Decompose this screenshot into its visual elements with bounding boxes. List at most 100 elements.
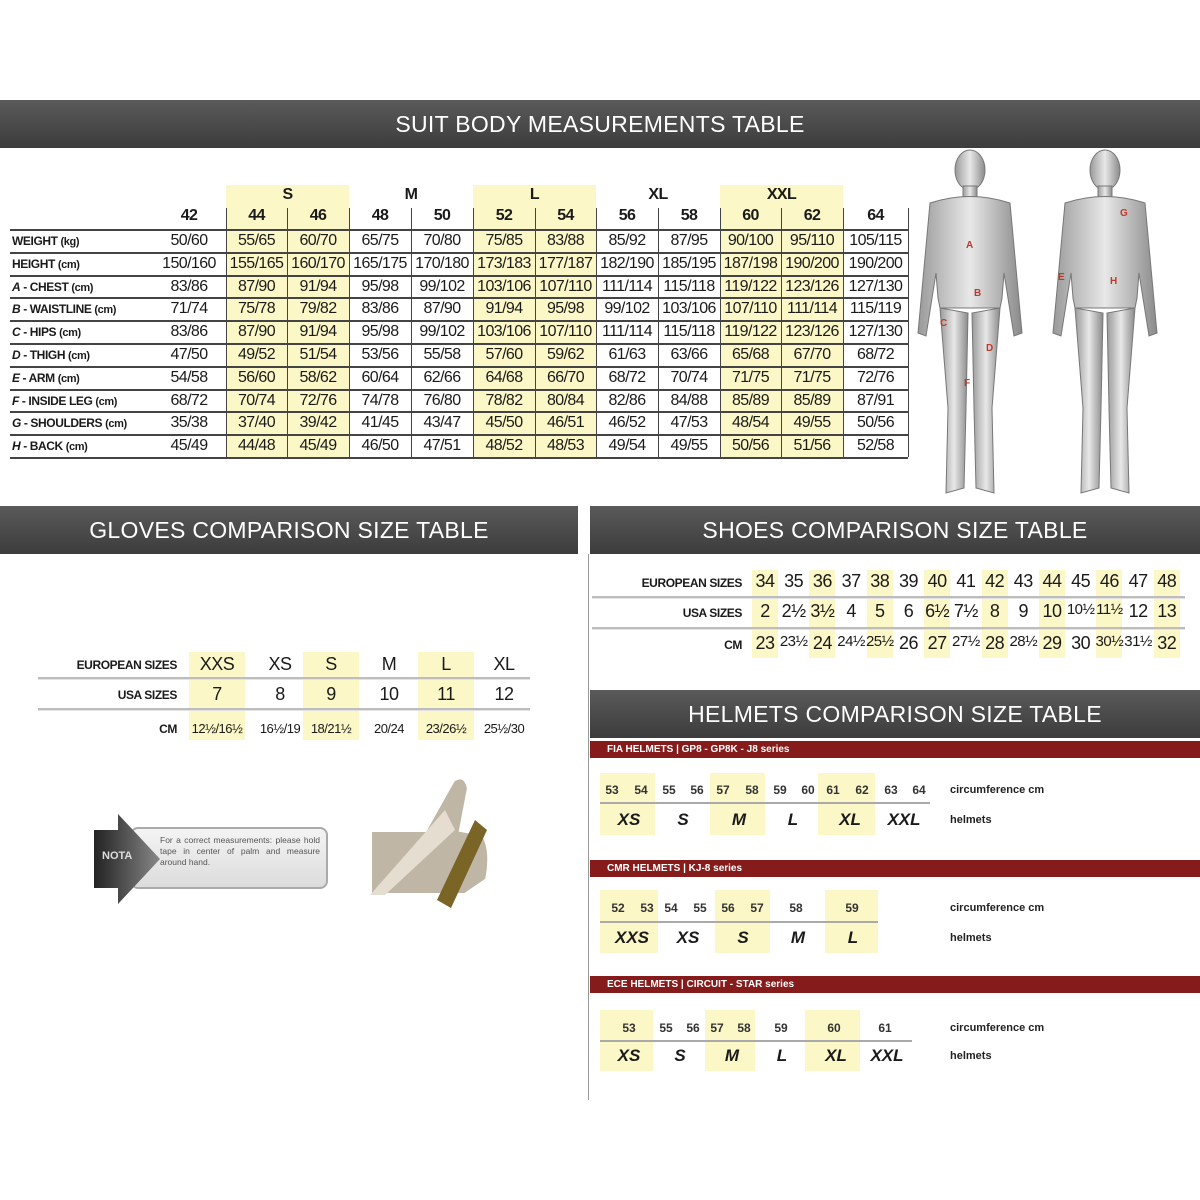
helmets-table-header: HELMETS COMPARISON SIZE TABLE (590, 690, 1200, 738)
table-cell: 74/78 (361, 391, 399, 409)
row-label: USA SIZES (117, 688, 178, 702)
row-divider (10, 274, 908, 277)
row-label: USA SIZES (682, 606, 743, 620)
size-highlight (809, 570, 836, 658)
table-cell: 155/165 (229, 254, 284, 272)
circumference-value: 63 (884, 783, 898, 797)
table-cell: 2½ (781, 601, 807, 621)
table-cell: 41 (956, 571, 976, 591)
table-cell: 7½ (953, 601, 979, 621)
table-cell: 8 (989, 601, 1000, 621)
table-cell: 60/64 (361, 368, 399, 386)
circumference-value: 58 (737, 1021, 751, 1035)
table-cell: 35/38 (170, 414, 208, 432)
row-label: HEIGHT (cm) (12, 257, 80, 271)
helmet-size: M (790, 928, 806, 947)
table-cell: 28½ (1009, 633, 1038, 650)
table-cell: 80/84 (546, 391, 585, 409)
circumference-value: 58 (745, 783, 759, 797)
body-measurement-figures: A B C D F G E H (917, 149, 1158, 494)
table-cell: 90/100 (727, 232, 774, 249)
table-cell: 91/94 (485, 300, 523, 318)
table-cell: 30 (1071, 633, 1091, 653)
circumference-value: 59 (774, 1021, 788, 1035)
gloves-table-header: GLOVES COMPARISON SIZE TABLE (0, 506, 578, 554)
table-cell: 29 (1042, 633, 1062, 653)
table-cell: 63/66 (670, 346, 708, 363)
row-divider (600, 1040, 912, 1042)
front-body-figure (917, 149, 1023, 494)
table-cell: 82/86 (608, 391, 646, 409)
table-cell: 31½ (1124, 633, 1152, 650)
figure-letter-g: G (1120, 208, 1128, 219)
nota-arrow-icon (94, 814, 160, 904)
table-cell: 44 (1042, 571, 1062, 591)
table-cell: 26 (898, 633, 919, 653)
table-cell: 54/58 (170, 368, 208, 386)
circumference-label: circumference cm (950, 784, 1045, 796)
table-cell: 103/106 (477, 323, 531, 341)
size-header: 48 (371, 207, 389, 224)
table-cell: 37 (841, 571, 862, 591)
table-cell: 170/180 (415, 254, 469, 272)
circumference-value: 62 (855, 783, 869, 797)
table-cell: 123/126 (785, 277, 839, 295)
row-label-text: HEIGHT (12, 256, 55, 271)
circumference-value: 59 (845, 901, 859, 915)
table-cell: 187/198 (723, 254, 778, 272)
table-cell: 52/58 (856, 437, 895, 455)
row-label-text: BACK (29, 439, 63, 454)
size-header: 50 (433, 207, 451, 224)
circumference-value: 55 (662, 783, 676, 797)
table-cell: 87/95 (670, 232, 708, 249)
column-divider (781, 208, 782, 457)
table-cell: 85/89 (731, 391, 770, 409)
column-divider (596, 208, 597, 457)
table-cell: 60/70 (299, 232, 337, 249)
circumference-label: circumference cm (950, 902, 1045, 914)
table-cell: 68/72 (608, 368, 646, 386)
table-cell: 119/122 (724, 323, 777, 341)
row-letter: H (12, 439, 21, 454)
table-cell: 83/86 (361, 300, 399, 318)
size-header: 60 (742, 207, 759, 224)
circumference-value: 60 (827, 1021, 841, 1035)
figure-letter-f: F (964, 378, 970, 389)
row-unit: (cm) (65, 441, 88, 454)
table-cell: 38 (870, 571, 890, 591)
row-divider (10, 229, 908, 231)
table-cell: 150/160 (162, 254, 216, 272)
table-cell: 71/75 (793, 368, 831, 386)
table-cell: 9 (326, 684, 336, 704)
row-label-text: WAISTLINE (29, 302, 92, 317)
circumference-value: 53 (622, 1021, 636, 1035)
helmet-size: XS (617, 1046, 641, 1065)
size-highlight (1039, 570, 1065, 658)
table-cell: 83/88 (546, 232, 585, 249)
row-letter: A (12, 279, 21, 294)
circumference-value: 57 (716, 783, 730, 797)
helmet-size: XXS (614, 928, 650, 947)
table-cell: 9 (1018, 601, 1029, 621)
row-divider (10, 320, 908, 323)
size-highlight (1153, 570, 1180, 658)
table-cell: 6½ (925, 601, 950, 621)
table-cell: 127/130 (848, 323, 903, 341)
table-cell: 190/200 (785, 254, 839, 272)
row-unit: (cm) (105, 418, 127, 431)
circumference-value: 57 (710, 1021, 724, 1035)
row-letter: B (12, 302, 21, 317)
table-cell: 45 (1071, 571, 1091, 591)
table-cell: 119/122 (724, 277, 777, 295)
size-header: 46 (309, 207, 327, 224)
table-cell: 47/50 (170, 346, 208, 363)
table-cell: 127/130 (848, 277, 903, 295)
size-header: 54 (557, 207, 574, 224)
table-cell: 70/74 (670, 368, 708, 386)
column-divider (658, 208, 659, 457)
row-letter: F (12, 393, 19, 408)
circumference-value: 54 (634, 783, 648, 797)
table-cell: 72/76 (856, 368, 895, 386)
table-cell: 25½/30 (483, 721, 525, 736)
row-label: H - BACK (cm) (12, 439, 88, 454)
